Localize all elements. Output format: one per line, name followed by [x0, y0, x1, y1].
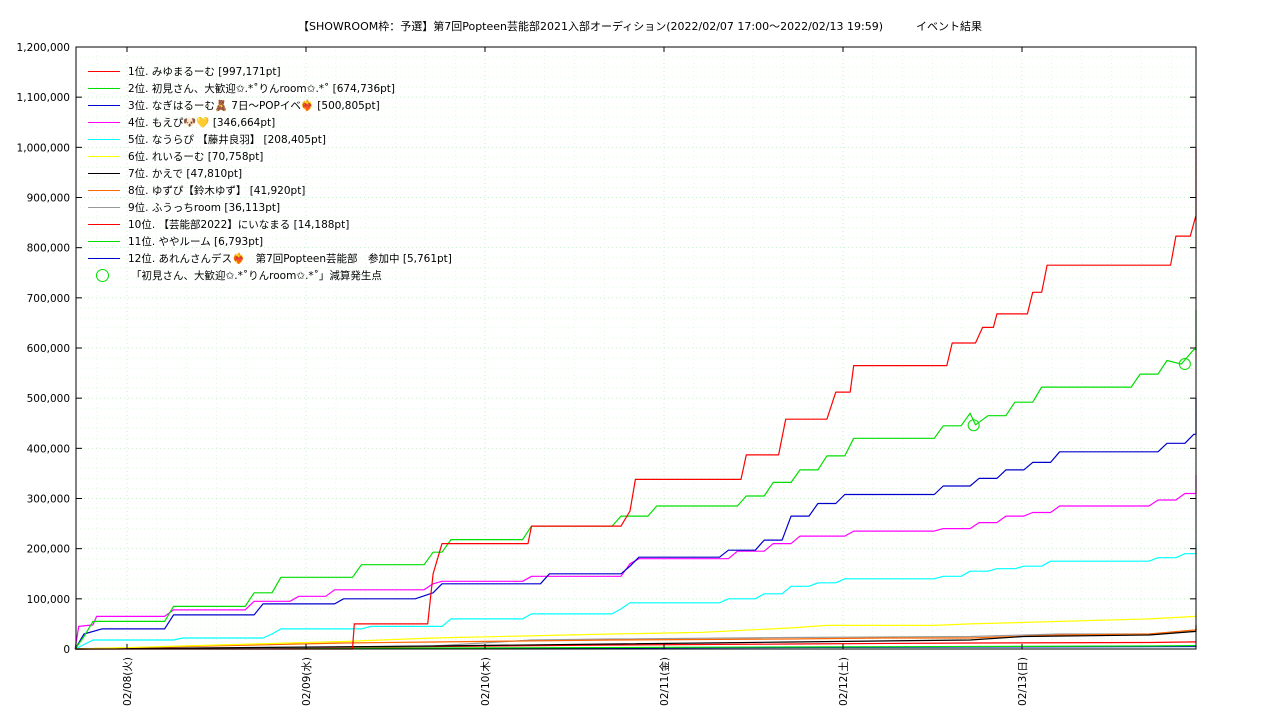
- y-tick-label: 100,000: [27, 594, 70, 606]
- legend-swatch: [88, 88, 120, 89]
- legend-label: 1位. みゆまるーむ [997,171pt]: [128, 66, 281, 78]
- deduction-markers: [967, 358, 1191, 432]
- legend-label: 4位. もえぴ🐶💛 [346,664pt]: [128, 117, 276, 129]
- legend-item: 9位. ふうっちroom [36,113pt]: [88, 199, 452, 216]
- legend-swatch: [88, 207, 120, 208]
- deduction-marker: [1178, 358, 1191, 371]
- legend-item: 10位. 【芸能部2022】にいなまる [14,188pt]: [88, 216, 452, 233]
- series-line: [75, 613, 1197, 650]
- y-tick-label: 1,000,000: [17, 142, 70, 154]
- legend-label: 11位. ややルーム [6,793pt]: [128, 236, 264, 248]
- deduction-marker: [967, 419, 980, 432]
- legend-item: 3位. なぎはるーむ🧸 7日〜POPイベ❤️‍🔥 [500,805pt]: [88, 97, 452, 114]
- legend-swatch: [88, 122, 120, 123]
- legend-swatch: [88, 105, 120, 106]
- legend-item: 11位. ややルーム [6,793pt]: [88, 233, 452, 250]
- y-tick-label: 0: [63, 644, 70, 656]
- legend: 1位. みゆまるーむ [997,171pt] 2位. 初見さん、大歓迎✩.*˚りん…: [88, 63, 452, 284]
- y-tick-label: 900,000: [27, 193, 70, 205]
- series-line: [74, 475, 1197, 650]
- y-tick-label: 200,000: [27, 544, 70, 556]
- x-axis-ticks: 02/08(火) 02/09(水) 02/10(木) 02/11(金) 02/12(土)…: [122, 47, 1029, 706]
- series-line: [74, 309, 1197, 650]
- legend-item: 2位. 初見さん、大歓迎✩.*˚りんroom✩.*˚ [674,736pt]: [88, 80, 452, 97]
- series-line: [75, 148, 1197, 650]
- legend-item: 4位. もえぴ🐶💛 [346,664pt]: [88, 114, 452, 131]
- legend-label: 2位. 初見さん、大歓迎✩.*˚りんroom✩.*˚ [674,736pt]: [128, 83, 396, 95]
- y-tick-label: 800,000: [27, 243, 70, 255]
- legend-swatch: [88, 258, 120, 259]
- legend-label: 12位. あれんさんデス❤️‍🔥 第7回Popteen芸能部 参加中 [5,76…: [128, 253, 452, 265]
- legend-swatch: [88, 156, 120, 157]
- series-line: [74, 544, 1197, 650]
- legend-item: 6位. れいるーむ [70,758pt]: [88, 148, 452, 165]
- legend-swatch: [88, 173, 120, 174]
- legend-item: 5位. なうらぴ 【藤井良羽】 [208,405pt]: [88, 131, 452, 148]
- y-tick-label: 300,000: [27, 494, 70, 506]
- series-line: [74, 397, 1197, 650]
- y-axis-ticks: 0 100,000 200,000 300,000 400,000 500,000 600,…: [17, 42, 1196, 656]
- legend-circle-icon: [96, 269, 109, 282]
- legend-swatch: [88, 224, 120, 225]
- legend-label: 7位. かえで [47,810pt]: [128, 168, 243, 180]
- y-tick-label: 1,100,000: [17, 92, 70, 104]
- legend-swatch: [88, 190, 120, 191]
- y-tick-label: 700,000: [27, 293, 70, 305]
- x-tick-label: 02/11(金): [658, 657, 671, 706]
- y-tick-label: 400,000: [27, 443, 70, 455]
- series-line: [75, 628, 1197, 650]
- legend-label: 6位. れいるーむ [70,758pt]: [128, 151, 264, 163]
- grid: [76, 46, 1196, 650]
- legend-item: 12位. あれんさんデス❤️‍🔥 第7回Popteen芸能部 参加中 [5,76…: [88, 250, 452, 267]
- legend-label: 3位. なぎはるーむ🧸 7日〜POPイベ❤️‍🔥 [500,805pt]: [128, 100, 380, 112]
- legend-item: 8位. ゆずぴ【鈴木ゆず】 [41,920pt]: [88, 182, 452, 199]
- y-tick-label: 1,200,000: [17, 42, 70, 54]
- y-tick-label: 500,000: [27, 393, 70, 405]
- x-tick-label: 02/12(土): [837, 657, 850, 706]
- x-tick-label: 02/08(火): [122, 657, 134, 706]
- legend-item: 7位. かえで [47,810pt]: [88, 165, 452, 182]
- legend-label: 5位. なうらぴ 【藤井良羽】 [208,405pt]: [128, 134, 326, 146]
- x-tick-label: 02/09(水): [301, 657, 313, 706]
- legend-label: 8位. ゆずぴ【鈴木ゆず】 [41,920pt]: [128, 185, 306, 197]
- legend-item-marker: 「初見さん、大歓迎✩.*˚りんroom✩.*˚」減算発生点: [88, 267, 452, 284]
- legend-swatch: [88, 139, 120, 140]
- x-tick-label: 02/10(木): [480, 657, 492, 706]
- legend-label: 「初見さん、大歓迎✩.*˚りんroom✩.*˚」減算発生点: [131, 270, 382, 282]
- series-lines: [74, 148, 1197, 650]
- legend-item: 1位. みゆまるーむ [997,171pt]: [88, 63, 452, 80]
- legend-label: 9位. ふうっちroom [36,113pt]: [128, 202, 281, 214]
- series-line: [75, 644, 1197, 650]
- legend-label: 10位. 【芸能部2022】にいなまる [14,188pt]: [128, 219, 350, 231]
- y-tick-label: 600,000: [27, 343, 70, 355]
- legend-swatch: [88, 241, 120, 242]
- x-tick-label: 02/13(日): [1017, 657, 1029, 706]
- legend-swatch: [88, 71, 120, 72]
- chart-title: 【SHOWROOM枠：予選】第7回Popteen芸能部2021入部オーディション…: [297, 20, 982, 33]
